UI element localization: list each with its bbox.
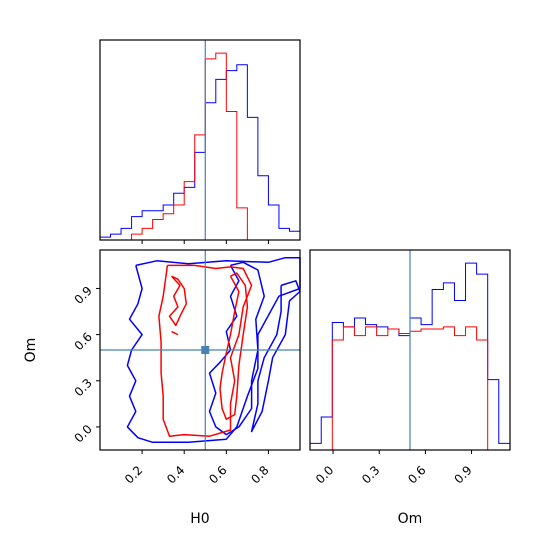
joint-contours — [126, 256, 301, 444]
x-tick-label: 0.6 — [206, 463, 229, 486]
h0-hist-ticks — [141, 240, 269, 244]
om-marginal-panel: 0.0 0.3 0.6 0.9 Om — [309, 249, 511, 527]
x-tick-label: 0.3 — [359, 463, 382, 486]
contour-blue-outer — [126, 256, 301, 444]
x-tick-label: 0.9 — [451, 463, 474, 486]
h0-hist-series — [99, 52, 301, 241]
om-x-axis-label: Om — [398, 511, 423, 527]
h0-om-joint-panel: 0.2 0.4 0.6 0.8 0.0 0.3 0.6 0.9 H0 Om — [23, 249, 301, 527]
truth-point-marker — [201, 346, 210, 354]
x-tick-label: 0.0 — [313, 463, 336, 486]
contour-red-inner-left — [168, 275, 188, 327]
x-tick-label: 0.2 — [122, 463, 145, 486]
contour-red-inner — [219, 272, 249, 420]
om-hist-ticks: 0.0 0.3 0.6 0.9 — [313, 450, 475, 486]
om-y-axis-label: Om — [23, 338, 39, 363]
hist-series-red — [100, 52, 300, 241]
x-tick-label: 0.8 — [248, 463, 271, 486]
h0-marginal-panel — [99, 39, 301, 244]
joint-frame — [99, 249, 301, 451]
contour-blue-outer-strip — [250, 280, 301, 433]
y-tick-label: 0.3 — [72, 376, 95, 399]
y-tick-label: 0.6 — [72, 330, 95, 353]
h0-hist-frame — [99, 39, 301, 241]
y-tick-label: 0.0 — [72, 422, 95, 445]
h0-x-axis-label: H0 — [190, 511, 209, 527]
x-tick-label: 0.4 — [164, 463, 187, 486]
x-tick-label: 0.6 — [405, 463, 428, 486]
om-hist-frame — [309, 249, 511, 451]
hist-series-blue — [99, 64, 301, 240]
contour-fragment — [171, 330, 179, 336]
y-tick-label: 0.9 — [72, 284, 95, 307]
